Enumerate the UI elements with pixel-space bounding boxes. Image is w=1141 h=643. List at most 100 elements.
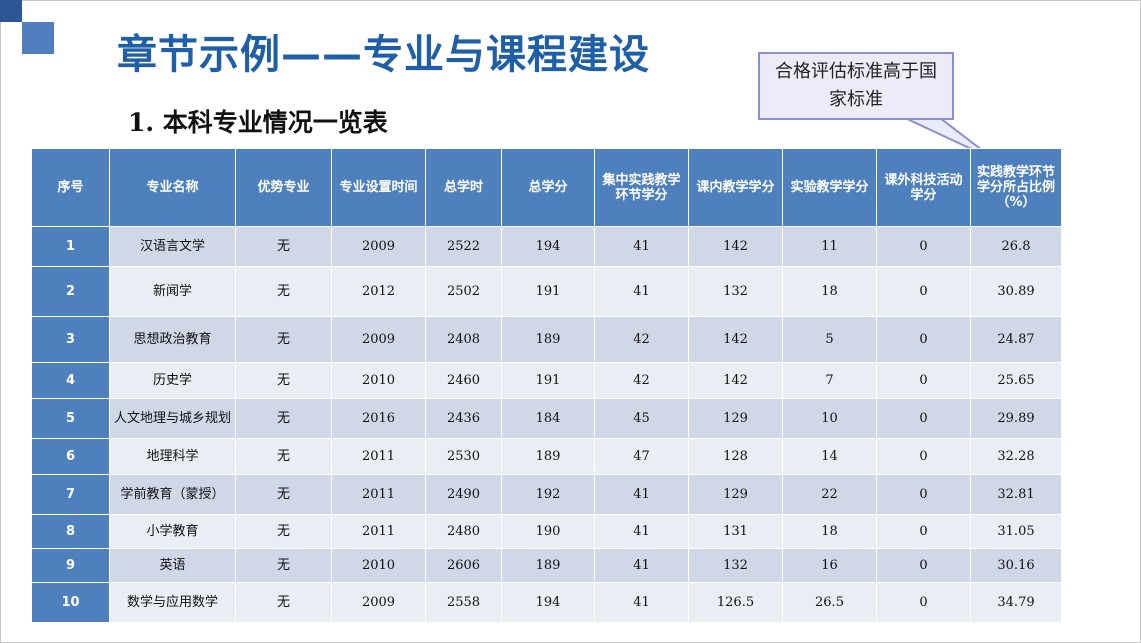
table-cell: 0 xyxy=(876,474,971,515)
table-cell: 142 xyxy=(688,316,783,363)
table-cell: 2490 xyxy=(425,474,502,515)
table-cell: 地理科学 xyxy=(109,438,236,475)
table-row: 4 历史学无 2010 2460 191 42 142 7 0 25.65 xyxy=(31,362,1062,399)
table-cell: 132 xyxy=(688,266,783,317)
row-index-cell: 7 xyxy=(31,474,110,515)
table-row: 1 汉语言文学无 2009 2522 194 41 142 11 0 26.8 xyxy=(31,226,1062,267)
table-cell: 无 xyxy=(235,226,332,267)
table-cell: 2530 xyxy=(425,438,502,475)
row-index-cell: 8 xyxy=(31,514,110,549)
table-cell: 189 xyxy=(501,438,595,475)
table-cell: 英语 xyxy=(109,548,236,583)
table-row: 8 小学教育无 2011 2480 190 41 131 18 0 31.05 xyxy=(31,514,1062,549)
table-cell: 0 xyxy=(876,226,971,267)
callout-text: 合格评估标准高于国家标准 xyxy=(775,61,937,110)
table-cell: 189 xyxy=(501,548,595,583)
table-cell: 2011 xyxy=(331,438,426,475)
table-cell: 2010 xyxy=(331,362,426,399)
column-header: 课内教学学分 xyxy=(688,148,783,227)
table-header-row: 序号 专业名称 优势专业 专业设置时间 总学时 总学分 集中实践教学环节学分 课内教学学分 实验… xyxy=(31,148,1062,227)
table-cell: 2558 xyxy=(425,582,502,623)
table-row: 10 数学与应用数学无 2009 2558 194 41 126.5 26.5 0 34.79 xyxy=(31,582,1062,623)
table-cell: 无 xyxy=(235,438,332,475)
table-cell: 7 xyxy=(782,362,877,399)
row-index-cell: 10 xyxy=(31,582,110,623)
table-cell: 2408 xyxy=(425,316,502,363)
column-header: 课外科技活动学分 xyxy=(876,148,971,227)
table-cell: 无 xyxy=(235,316,332,363)
table-body: 1 汉语言文学无 2009 2522 194 41 142 11 0 26.8 2 新闻学无 2012 2… xyxy=(31,226,1062,623)
table-cell: 194 xyxy=(501,582,595,623)
table-cell: 129 xyxy=(688,474,783,515)
table-cell: 47 xyxy=(594,438,689,475)
table-cell: 41 xyxy=(594,474,689,515)
table-cell: 29.89 xyxy=(970,398,1062,439)
table-cell: 11 xyxy=(782,226,877,267)
table-cell: 0 xyxy=(876,398,971,439)
table-cell: 184 xyxy=(501,398,595,439)
column-header: 总学时 xyxy=(425,148,502,227)
column-header: 总学分 xyxy=(501,148,595,227)
table-cell: 2502 xyxy=(425,266,502,317)
table-cell: 10 xyxy=(782,398,877,439)
table-row: 7 学前教育（蒙授）无 2011 2490 192 41 129 22 0 32.81 xyxy=(31,474,1062,515)
table-cell: 32.28 xyxy=(970,438,1062,475)
majors-table: 序号 专业名称 优势专业 专业设置时间 总学时 总学分 集中实践教学环节学分 课内教学学分 实验… xyxy=(31,148,1062,623)
table-cell: 5 xyxy=(782,316,877,363)
column-header: 实验教学学分 xyxy=(782,148,877,227)
table-cell: 129 xyxy=(688,398,783,439)
table-cell: 0 xyxy=(876,266,971,317)
table-cell: 142 xyxy=(688,226,783,267)
callout-box: 合格评估标准高于国家标准 xyxy=(758,52,954,120)
table-cell: 41 xyxy=(594,548,689,583)
table-cell: 汉语言文学 xyxy=(109,226,236,267)
table-cell: 25.65 xyxy=(970,362,1062,399)
table-cell: 2010 xyxy=(331,548,426,583)
column-header: 专业设置时间 xyxy=(331,148,426,227)
table-row: 9 英语无 2010 2606 189 41 132 16 0 30.16 xyxy=(31,548,1062,583)
column-header: 专业名称 xyxy=(109,148,236,227)
table-cell: 18 xyxy=(782,514,877,549)
table-cell: 142 xyxy=(688,362,783,399)
row-index-cell: 4 xyxy=(31,362,110,399)
table-cell: 2606 xyxy=(425,548,502,583)
table-cell: 0 xyxy=(876,514,971,549)
table-cell: 2009 xyxy=(331,226,426,267)
slide-subtitle: 1. 本科专业情况一览表 xyxy=(128,108,388,137)
table-cell: 学前教育（蒙授） xyxy=(109,474,236,515)
table-cell: 41 xyxy=(594,266,689,317)
table-cell: 45 xyxy=(594,398,689,439)
table-cell: 41 xyxy=(594,582,689,623)
table-cell: 2009 xyxy=(331,582,426,623)
table-cell: 34.79 xyxy=(970,582,1062,623)
column-header: 优势专业 xyxy=(235,148,332,227)
table-cell: 人文地理与城乡规划 xyxy=(109,398,236,439)
table-cell: 190 xyxy=(501,514,595,549)
column-header: 序号 xyxy=(31,148,110,227)
table-cell: 数学与应用数学 xyxy=(109,582,236,623)
corner-square-dark xyxy=(0,0,22,22)
row-index-cell: 6 xyxy=(31,438,110,475)
table-cell: 历史学 xyxy=(109,362,236,399)
table-row: 2 新闻学无 2012 2502 191 41 132 18 0 30.89 xyxy=(31,266,1062,317)
table-cell: 14 xyxy=(782,438,877,475)
table-cell: 0 xyxy=(876,548,971,583)
row-index-cell: 9 xyxy=(31,548,110,583)
table-row: 3 思想政治教育无 2009 2408 189 42 142 5 0 24.87 xyxy=(31,316,1062,363)
table-cell: 无 xyxy=(235,474,332,515)
row-index-cell: 3 xyxy=(31,316,110,363)
table-cell: 无 xyxy=(235,362,332,399)
table-cell: 189 xyxy=(501,316,595,363)
column-header: 实践教学环节学分所占比例（%） xyxy=(970,148,1062,227)
row-index-cell: 2 xyxy=(31,266,110,317)
table-cell: 2460 xyxy=(425,362,502,399)
table-cell: 0 xyxy=(876,316,971,363)
table-cell: 0 xyxy=(876,582,971,623)
table-cell: 小学教育 xyxy=(109,514,236,549)
table-cell: 24.87 xyxy=(970,316,1062,363)
table-row: 5 人文地理与城乡规划无 2016 2436 184 45 129 10 0 29.89 xyxy=(31,398,1062,439)
row-index-cell: 1 xyxy=(31,226,110,267)
table-cell: 131 xyxy=(688,514,783,549)
table-cell: 无 xyxy=(235,548,332,583)
column-header: 集中实践教学环节学分 xyxy=(594,148,689,227)
